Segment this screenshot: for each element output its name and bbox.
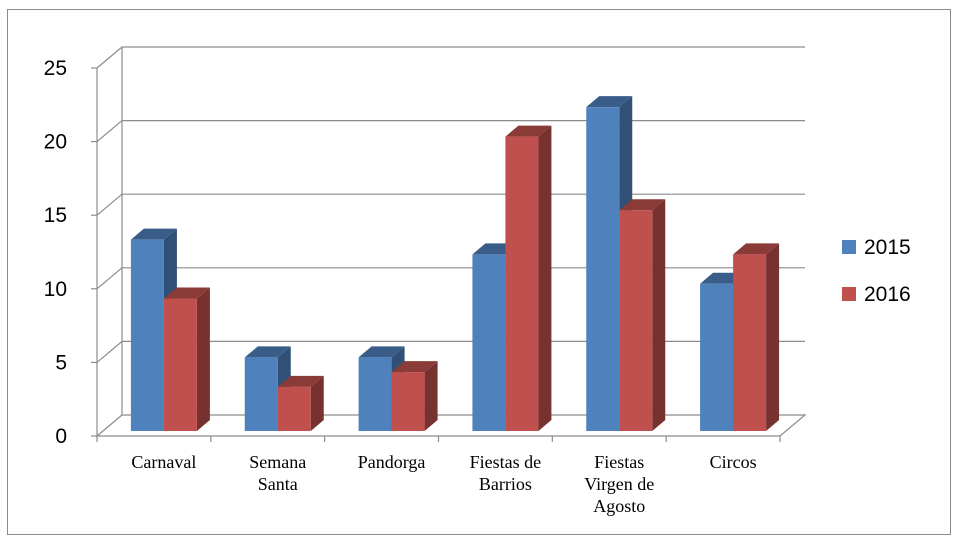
y-tick-label: 10: [44, 278, 67, 301]
bar-side: [424, 361, 438, 431]
x-tick-label: Fiestas de Barrios: [470, 452, 542, 494]
y-tick-label: 5: [55, 351, 67, 374]
bar-top: [163, 287, 210, 299]
x-axis: Carnaval Semana Santa Pandorga Fiestas de Bar…: [96, 436, 781, 516]
y-tick-label: 0: [55, 425, 67, 448]
bar-front: [619, 210, 653, 431]
bar-top: [733, 243, 780, 255]
bar-top: [586, 96, 633, 108]
bar-top: [130, 228, 177, 240]
bar-side: [538, 125, 552, 431]
bar-side: [196, 287, 210, 431]
legend-label-2016: 2016: [864, 283, 911, 306]
x-tick-label: Carnaval: [131, 452, 196, 472]
x-tick-label: Circos: [710, 452, 757, 472]
legend-label-2015: 2015: [864, 236, 911, 259]
bar-front: [130, 239, 164, 431]
bar-side: [652, 199, 666, 431]
bar-front: [358, 357, 392, 431]
bar-front: [277, 386, 311, 431]
x-tick-label: Fiestas Virgen de Agosto: [584, 452, 654, 516]
bar-top: [391, 361, 438, 373]
bar-front: [244, 357, 278, 431]
bar-2016: [505, 125, 552, 431]
chart-walls: [96, 47, 123, 436]
bar-front: [505, 136, 539, 431]
legend-swatch-2016: [842, 287, 856, 301]
gridline-15: [96, 193, 805, 216]
bar-front: [700, 283, 734, 431]
bar-front: [472, 254, 506, 431]
y-tick-label: 15: [44, 204, 67, 227]
bar-top: [277, 375, 324, 387]
bar-top: [505, 125, 552, 137]
y-tick-label: 20: [44, 131, 67, 154]
bar-top: [244, 346, 291, 358]
bar-2016: [619, 199, 666, 431]
bar-front: [163, 298, 197, 431]
bar-top: [358, 346, 405, 358]
gridline-10: [96, 267, 805, 290]
legend-swatch-2015: [842, 240, 856, 254]
bar-side: [766, 243, 780, 431]
bar-2016: [163, 287, 210, 431]
bar-top: [619, 199, 666, 211]
x-tick-label: Pandorga: [358, 452, 426, 472]
bar-front: [586, 107, 620, 431]
gridlines: [96, 46, 805, 363]
y-tick-label: 25: [44, 57, 67, 80]
gridline-5: [96, 340, 805, 363]
legend: 2015 2016: [842, 236, 911, 306]
bar-2016: [391, 361, 438, 431]
x-tick-label: Semana Santa: [249, 452, 306, 494]
bars: [130, 96, 780, 431]
bar-2016: [733, 243, 780, 431]
bar-2016: [277, 375, 324, 431]
bar-front: [733, 254, 767, 431]
gridline-25: [96, 46, 805, 69]
y-axis: 0 5 10 15 20 25: [44, 57, 97, 448]
gridline-20: [96, 119, 805, 143]
bar-side: [310, 375, 324, 431]
bar-front: [391, 372, 425, 431]
